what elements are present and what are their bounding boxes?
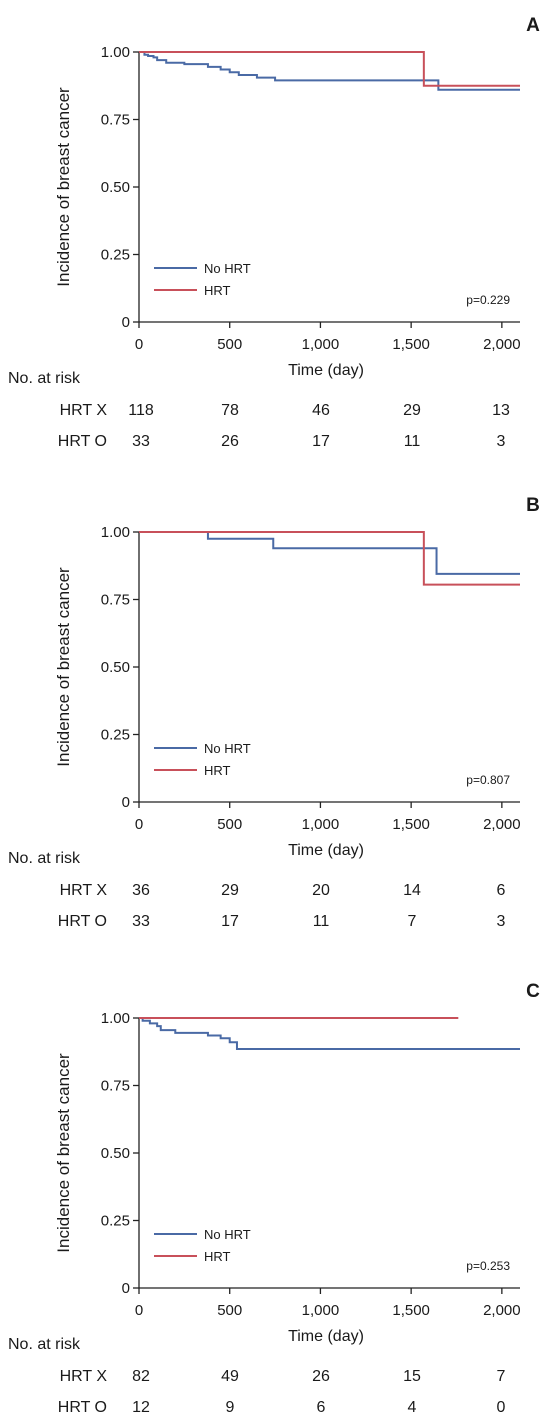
at-risk-count: 33 — [132, 433, 150, 450]
at-risk-title: No. at risk — [8, 850, 81, 867]
legend-label: No HRT — [204, 261, 251, 276]
at-risk-row-label: HRT O — [58, 433, 107, 450]
x-axis-label: Time (day) — [288, 1328, 364, 1345]
x-tick-label: 500 — [217, 816, 242, 833]
at-risk-count: 46 — [312, 402, 330, 419]
at-risk-count: 4 — [408, 1399, 417, 1416]
x-tick-label: 2,000 — [483, 816, 521, 833]
x-tick-label: 500 — [217, 1302, 242, 1319]
y-tick-label: 0.50 — [101, 1145, 130, 1162]
y-tick-label: 1.00 — [101, 44, 130, 61]
at-risk-count: 118 — [128, 402, 154, 419]
at-risk-count: 26 — [312, 1368, 330, 1385]
at-risk-count: 11 — [404, 433, 421, 450]
at-risk-count: 17 — [221, 913, 239, 930]
x-tick-label: 1,500 — [392, 1302, 430, 1319]
y-tick-label: 0.25 — [101, 1213, 130, 1230]
y-axis-label: Incidence of breast cancer — [54, 87, 73, 287]
y-tick-label: 0.75 — [101, 1078, 130, 1095]
at-risk-count: 6 — [317, 1399, 326, 1416]
legend-label: HRT — [204, 283, 231, 298]
y-tick-label: 0.25 — [101, 247, 130, 264]
p-value: p=0.807 — [466, 773, 510, 787]
x-tick-label: 0 — [135, 336, 143, 353]
at-risk-title: No. at risk — [8, 1336, 81, 1353]
x-tick-label: 1,000 — [302, 1302, 340, 1319]
panel-letter: C — [526, 981, 540, 1002]
at-risk-count: 17 — [312, 433, 330, 450]
p-value: p=0.253 — [466, 1259, 510, 1273]
at-risk-count: 3 — [497, 913, 506, 930]
x-tick-label: 500 — [217, 336, 242, 353]
no-hrt-curve — [139, 1017, 520, 1051]
legend-label: No HRT — [204, 741, 251, 756]
y-tick-label: 0 — [122, 1280, 130, 1297]
y-tick-label: 1.00 — [101, 1010, 130, 1027]
x-tick-label: 1,000 — [302, 816, 340, 833]
hrt-curve — [139, 531, 520, 586]
at-risk-count: 29 — [221, 882, 239, 899]
x-tick-label: 2,000 — [483, 1302, 521, 1319]
at-risk-count: 7 — [497, 1368, 506, 1385]
at-risk-title: No. at risk — [8, 370, 81, 387]
x-tick-label: 1,000 — [302, 336, 340, 353]
no-hrt-curve — [139, 531, 520, 575]
at-risk-count: 15 — [403, 1368, 421, 1385]
at-risk-count: 78 — [221, 402, 239, 419]
y-tick-label: 0.75 — [101, 592, 130, 609]
p-value: p=0.229 — [466, 293, 510, 307]
legend-label: HRT — [204, 1249, 231, 1264]
at-risk-count: 29 — [403, 402, 421, 419]
at-risk-count: 14 — [403, 882, 421, 899]
at-risk-count: 0 — [497, 1399, 506, 1416]
at-risk-count: 11 — [313, 913, 330, 930]
at-risk-count: 49 — [221, 1368, 239, 1385]
at-risk-count: 7 — [408, 913, 417, 930]
at-risk-count: 82 — [132, 1368, 150, 1385]
at-risk-row-label: HRT X — [60, 1368, 108, 1385]
at-risk-count: 13 — [492, 402, 510, 419]
y-tick-label: 0 — [122, 794, 130, 811]
y-tick-label: 0.50 — [101, 659, 130, 676]
x-tick-label: 1,500 — [392, 816, 430, 833]
at-risk-row-label: HRT X — [60, 402, 108, 419]
at-risk-count: 20 — [312, 882, 330, 899]
at-risk-count: 33 — [132, 913, 150, 930]
x-axis-label: Time (day) — [288, 362, 364, 379]
y-tick-label: 0.75 — [101, 112, 130, 129]
at-risk-count: 3 — [497, 433, 506, 450]
at-risk-row-label: HRT X — [60, 882, 108, 899]
y-tick-label: 0.50 — [101, 179, 130, 196]
x-tick-label: 1,500 — [392, 336, 430, 353]
y-tick-label: 0.25 — [101, 727, 130, 744]
legend-label: HRT — [204, 763, 231, 778]
no-hrt-curve — [139, 51, 520, 91]
panel-letter: A — [526, 15, 540, 36]
x-axis-label: Time (day) — [288, 842, 364, 859]
at-risk-count: 36 — [132, 882, 150, 899]
x-tick-label: 0 — [135, 816, 143, 833]
panel-letter: B — [526, 495, 540, 516]
at-risk-count: 6 — [497, 882, 506, 899]
hrt-curve — [139, 51, 520, 87]
at-risk-row-label: HRT O — [58, 1399, 107, 1416]
at-risk-count: 26 — [221, 433, 239, 450]
at-risk-count: 9 — [226, 1399, 235, 1416]
y-tick-label: 0 — [122, 314, 130, 331]
x-tick-label: 2,000 — [483, 336, 521, 353]
y-axis-label: Incidence of breast cancer — [54, 567, 73, 767]
at-risk-count: 12 — [132, 1399, 150, 1416]
x-tick-label: 0 — [135, 1302, 143, 1319]
at-risk-row-label: HRT O — [58, 913, 107, 930]
y-tick-label: 1.00 — [101, 524, 130, 541]
legend-label: No HRT — [204, 1227, 251, 1242]
y-axis-label: Incidence of breast cancer — [54, 1053, 73, 1253]
